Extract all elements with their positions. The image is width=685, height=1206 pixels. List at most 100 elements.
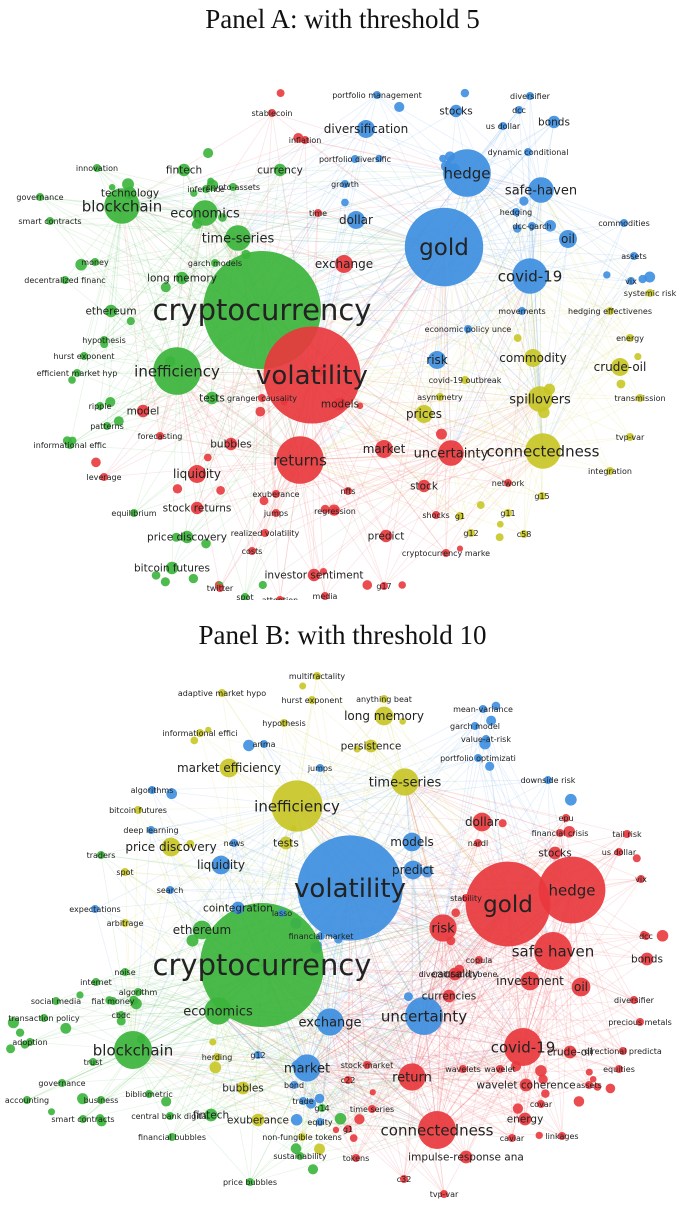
- b-edge: [296, 725, 476, 807]
- b-node-price-discovery: [161, 837, 181, 857]
- b-edge: [299, 1067, 308, 1157]
- b-label-smart-contracts: smart contracts: [51, 1115, 114, 1124]
- a-label-hedging: hedging: [500, 208, 533, 217]
- b-label-fintech: fintech: [193, 1110, 229, 1122]
- b-label-epu: epu: [558, 814, 573, 823]
- a-edge: [261, 309, 621, 368]
- a-label-cryptocurrency-marke: cryptocurrency marke: [402, 549, 490, 558]
- b-edge: [423, 1015, 641, 1023]
- b-edge: [319, 1015, 425, 1123]
- b-edge: [293, 1076, 413, 1086]
- a-label-dcc-garch: dcc-garch: [512, 222, 551, 231]
- b-edge: [132, 809, 139, 1051]
- a-edge: [529, 95, 542, 191]
- b-node-precious-metals: [636, 1018, 644, 1026]
- a-edge: [83, 212, 206, 357]
- a-edge: [176, 370, 253, 552]
- b-edge: [124, 805, 298, 973]
- b-edge: [124, 871, 134, 1051]
- a-filler-node: [375, 154, 383, 163]
- b-edge: [522, 999, 635, 1048]
- a-edge: [311, 374, 641, 399]
- a-filler-node: [394, 101, 405, 113]
- a-label-systemic-risk: systemic risk: [624, 289, 677, 298]
- b-edge: [423, 986, 582, 1017]
- b-node-bitcoin-futures: [134, 806, 142, 814]
- a-node-crypto-assets: [229, 183, 237, 191]
- b-edge: [436, 1050, 624, 1131]
- a-node-efficient-market-hyp: [73, 369, 81, 377]
- b-edge: [296, 738, 487, 807]
- b-edge: [524, 889, 573, 1120]
- a-edge: [219, 459, 301, 589]
- b-edge: [347, 1046, 524, 1130]
- a-filler-node: [113, 416, 124, 427]
- a-edge: [529, 275, 611, 472]
- b-edge: [404, 781, 414, 871]
- b-label-adaptive-market-hypo: adaptive market hypo: [178, 689, 266, 698]
- b-node-trade: [299, 1097, 307, 1105]
- b-node-price-bubbles: [246, 1178, 254, 1186]
- b-edge: [423, 1015, 527, 1086]
- b-node-value-at-risk: [482, 735, 490, 743]
- b-edge: [242, 903, 509, 1089]
- a-label-shocks: shocks: [422, 511, 449, 520]
- a-edge: [540, 189, 651, 294]
- b-label-predict: predict: [392, 863, 434, 877]
- a-edge: [507, 398, 541, 484]
- a-edge: [455, 110, 531, 277]
- a-edge: [83, 237, 239, 357]
- b-edge: [329, 950, 554, 1023]
- a-label-stocks: stocks: [439, 106, 472, 118]
- a-label-connectedness: connectedness: [487, 442, 600, 460]
- a-edge: [334, 452, 452, 512]
- a-node-commodity: [524, 349, 542, 367]
- a-edge: [271, 112, 468, 174]
- b-node-tvp-var: [440, 1190, 448, 1198]
- a-edge: [542, 366, 621, 452]
- b-node-cryptocurrency: [200, 903, 324, 1027]
- b-edge: [423, 1015, 526, 1120]
- b-filler-node: [190, 736, 199, 745]
- b-edge: [302, 927, 444, 1102]
- b-edge: [132, 1049, 244, 1089]
- a-label-volatility: volatility: [256, 361, 368, 391]
- b-label-adoption: adoption: [12, 1038, 47, 1047]
- a-label-hedge: hedge: [443, 164, 490, 182]
- b-label-exuberance: exuberance: [227, 1115, 289, 1127]
- b-label-bonds: bonds: [631, 954, 663, 966]
- a-node-nfts: [344, 487, 352, 495]
- a-label-us-dollar: us dollar: [486, 122, 521, 131]
- b-label-g14: g14: [314, 1104, 329, 1113]
- b-node-currencies: [442, 989, 456, 1003]
- a-filler-node: [513, 334, 522, 342]
- b-edge: [561, 889, 573, 1137]
- b-label-trade: trade: [292, 1097, 313, 1106]
- a-node-predict: [379, 529, 393, 543]
- b-edge: [347, 1015, 425, 1130]
- b-node-business: [97, 1096, 105, 1104]
- a-filler-node: [356, 402, 364, 410]
- a-label-safe-haven: safe-haven: [505, 184, 577, 199]
- a-edge: [299, 328, 469, 461]
- a-edge: [467, 189, 542, 330]
- b-filler-node: [314, 1093, 325, 1104]
- a-label-nfts: nfts: [340, 487, 355, 496]
- b-edge: [43, 1010, 219, 1019]
- b-label-sustainability: sustainability: [273, 1152, 327, 1161]
- b-edge: [404, 781, 628, 835]
- a-edge: [94, 237, 239, 263]
- a-edge: [436, 359, 452, 454]
- a-filler-node: [207, 177, 215, 185]
- b-filler-node: [96, 1116, 107, 1127]
- b-edge: [329, 1021, 349, 1130]
- a-filler-node: [75, 258, 88, 271]
- a-edge: [311, 366, 621, 376]
- a-edge: [106, 237, 239, 427]
- a-label-stock-returns: stock returns: [163, 503, 232, 515]
- a-edge: [423, 450, 544, 487]
- a-label-granger-causality: granger causality: [227, 394, 297, 403]
- panel-a-network: cryptocurrency volatility gold hedge blockch…: [16, 88, 677, 600]
- a-edge: [237, 112, 273, 239]
- b-label-stocks: stocks: [538, 848, 571, 860]
